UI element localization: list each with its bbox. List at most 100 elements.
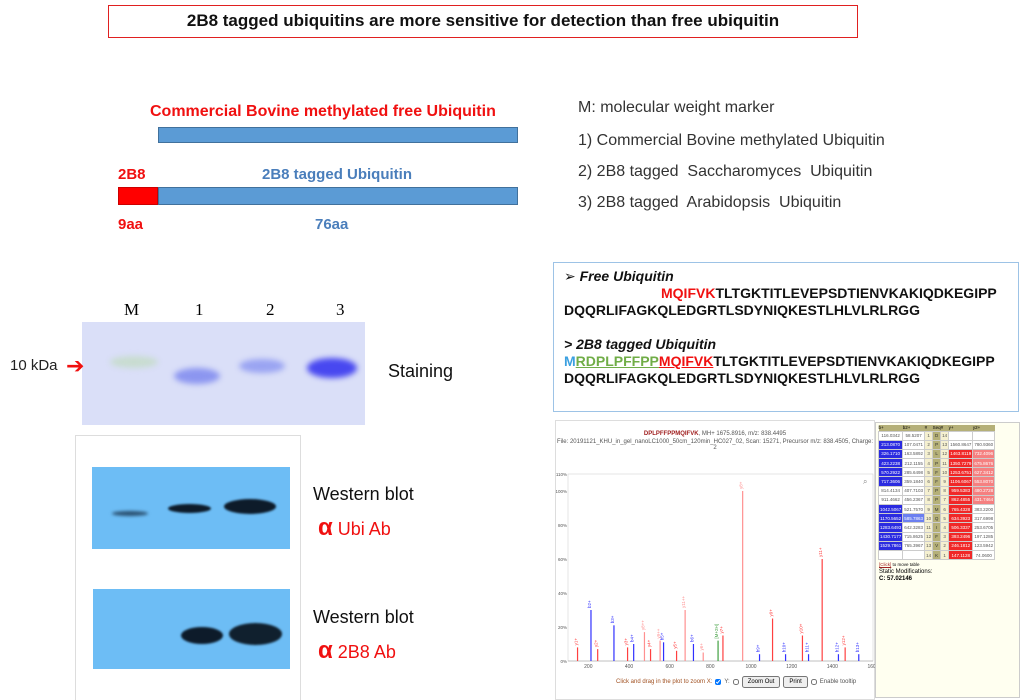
peptide-mass: , MH+ 1675.8916, m/z: 838.4495 xyxy=(698,431,787,437)
blot-title: Western blot xyxy=(313,607,414,627)
table-cell: 6 xyxy=(940,503,950,515)
y-tick-label: 40% xyxy=(558,591,567,596)
table-cell: 521.7570 xyxy=(902,503,926,515)
peak-label: b4+ xyxy=(630,634,635,642)
table-cell: 553.8070 xyxy=(972,476,996,487)
zoom-out-button[interactable]: Zoom Out xyxy=(741,676,781,688)
table-cell xyxy=(877,549,904,561)
peak-label: y6+ xyxy=(699,643,704,651)
y-tick-label: 20% xyxy=(558,625,567,630)
lane-label: 2 xyxy=(266,300,275,319)
table-cell: 4 xyxy=(940,522,950,533)
x-tick-label: 600 xyxy=(665,664,674,670)
table-cell: P xyxy=(932,439,942,450)
table-cell: 107.0471 xyxy=(902,439,926,450)
table-cell: 423.2238 xyxy=(877,458,904,469)
table-cell: 14 xyxy=(940,430,950,441)
peak-label: y11++ xyxy=(681,595,686,608)
column-header: Seq xyxy=(932,425,941,431)
table-cell: 1 xyxy=(924,430,934,441)
table-cell: 431.7464 xyxy=(972,494,996,506)
table-cell: D xyxy=(932,430,942,441)
peak-label: y8+ xyxy=(739,481,744,489)
y-tick-label: 110% xyxy=(556,472,567,477)
spectrum-plot[interactable]: 200 400 600 800 1000 1200 1400 1600 0% 20% 40% 60% 8… xyxy=(556,466,876,671)
table-cell: 359.1840 xyxy=(902,476,926,487)
table-cell: 285.6498 xyxy=(902,467,926,478)
table-cell: 14 xyxy=(924,549,934,561)
table-row: 326.1710 163.5892 3 L 12 1463.8119 732.4096 xyxy=(877,448,996,460)
table-cell: P xyxy=(932,494,942,506)
staining-label: Staining xyxy=(388,361,454,381)
antibody-label: 2B8 Ab xyxy=(337,642,396,662)
table-cell: 480.2728 xyxy=(972,485,996,496)
table-cell: 13 xyxy=(940,439,950,450)
peak-label: y5+ xyxy=(673,641,678,649)
table-cell: 8 xyxy=(924,494,934,506)
table-cell: 634.3923 xyxy=(948,513,974,524)
table-cell: 58.5207 xyxy=(902,430,926,441)
table-cell: 7 xyxy=(924,485,934,496)
print-button[interactable]: Print xyxy=(783,676,808,688)
move-table-text: to move table xyxy=(891,562,920,568)
table-cell: 1106.6067 xyxy=(948,476,974,487)
peak-label: y8++ xyxy=(640,620,645,630)
y-tick-label: 100% xyxy=(556,489,567,494)
blot-title: Western blot xyxy=(313,484,414,504)
tag-seq: RDPLPFFPP xyxy=(575,353,659,369)
table-cell xyxy=(902,549,926,561)
table-cell: 2 xyxy=(924,439,934,450)
table-row: 116.0342 58.5207 1 D 14 xyxy=(877,430,996,441)
tagged-ubiquitin-label: 2B8 tagged Ubiquitin xyxy=(262,166,412,183)
x-zoom-checkbox[interactable] xyxy=(715,679,722,685)
scan-info: File: 20191121_KHU_in_gel_nanoLC1000_50c… xyxy=(556,439,874,451)
table-row: 1170.5652 585.7863 10 Q 5 634.3923 317.6998 xyxy=(877,513,996,524)
table-cell: 506.3337 xyxy=(948,522,974,533)
table-row: 570.2922 285.6498 5 F 10 1253.6751 627.3412 xyxy=(877,467,996,478)
mods-title: Static Modifications: xyxy=(879,569,933,576)
sequence-box: ➢ Free Ubiquitin MQIFVKTLTGKTITLEVEPSDTI… xyxy=(553,262,1019,412)
tooltip-checkbox[interactable] xyxy=(810,679,817,685)
table-cell: 2 xyxy=(940,540,950,551)
peak-label: y2+ xyxy=(594,639,599,647)
peak-label: y9+ xyxy=(769,609,774,617)
table-row: 1529.7861 765.3967 13 V 2 246.1812 123.5942 xyxy=(877,540,996,551)
table-cell: 1283.6493 xyxy=(877,522,904,533)
table-cell: 197.1285 xyxy=(972,531,996,542)
x-tick-label: 1400 xyxy=(827,664,838,670)
tag-bar xyxy=(118,187,158,205)
table-cell: 7 xyxy=(940,494,950,506)
free-ubiquitin-bar xyxy=(158,127,518,143)
blot-2b8 xyxy=(93,589,290,669)
tag-label: 2B8 xyxy=(118,166,146,183)
legend-item: 2) 2B8 tagged Saccharomyces Ubiquitin xyxy=(578,163,873,180)
table-cell: 1042.5067 xyxy=(877,503,904,515)
table-cell: 116.0342 xyxy=(877,430,904,441)
peak-label: b3+ xyxy=(610,615,615,623)
fragment-table: b+ b2+ # Seq # y+ y2+ 116.0342 58.5207 1 D 14 213.08… xyxy=(877,425,996,561)
table-cell: 147.1128 xyxy=(948,549,974,561)
table-row: 717.3606 359.1840 6 F 9 1106.6067 553.8070 xyxy=(877,476,996,487)
table-cell: 11 xyxy=(924,522,934,533)
table-cell: 1350.7279 xyxy=(948,458,974,469)
peak-label: [M+2H] xyxy=(714,624,719,639)
table-cell: M xyxy=(932,503,942,515)
lane-label: 3 xyxy=(336,300,345,319)
peak-label: b5+ xyxy=(660,632,665,640)
tagged-seq-2: DQQRLIFAGKQLEDGRTLSDYNIQKESTLHLVLRLRGG xyxy=(564,370,920,386)
table-cell: 12 xyxy=(924,531,934,542)
table-cell: 570.2922 xyxy=(877,467,904,478)
table-cell: 717.3606 xyxy=(877,476,904,487)
fragment-table-panel: b+ b2+ # Seq # y+ y2+ 116.0342 58.5207 1 D 14 213.08… xyxy=(875,422,1020,698)
peak-label: y4+ xyxy=(647,639,652,647)
table-cell: 585.7863 xyxy=(902,513,926,524)
tagged-n-term: MQIFVK xyxy=(658,353,714,369)
table-cell: 1463.8119 xyxy=(948,448,974,460)
column-header: b2+ xyxy=(902,425,925,431)
table-cell: 317.6998 xyxy=(972,513,996,524)
table-cell: 9 xyxy=(940,476,950,487)
table-cell: 456.2367 xyxy=(902,494,926,506)
move-table-link[interactable]: [Click] xyxy=(879,562,892,568)
y-zoom-checkbox[interactable] xyxy=(732,679,739,685)
ms-spectrum-panel: DPLPFFPPMQIFVK, MH+ 1675.8916, m/z: 838.… xyxy=(555,420,876,700)
